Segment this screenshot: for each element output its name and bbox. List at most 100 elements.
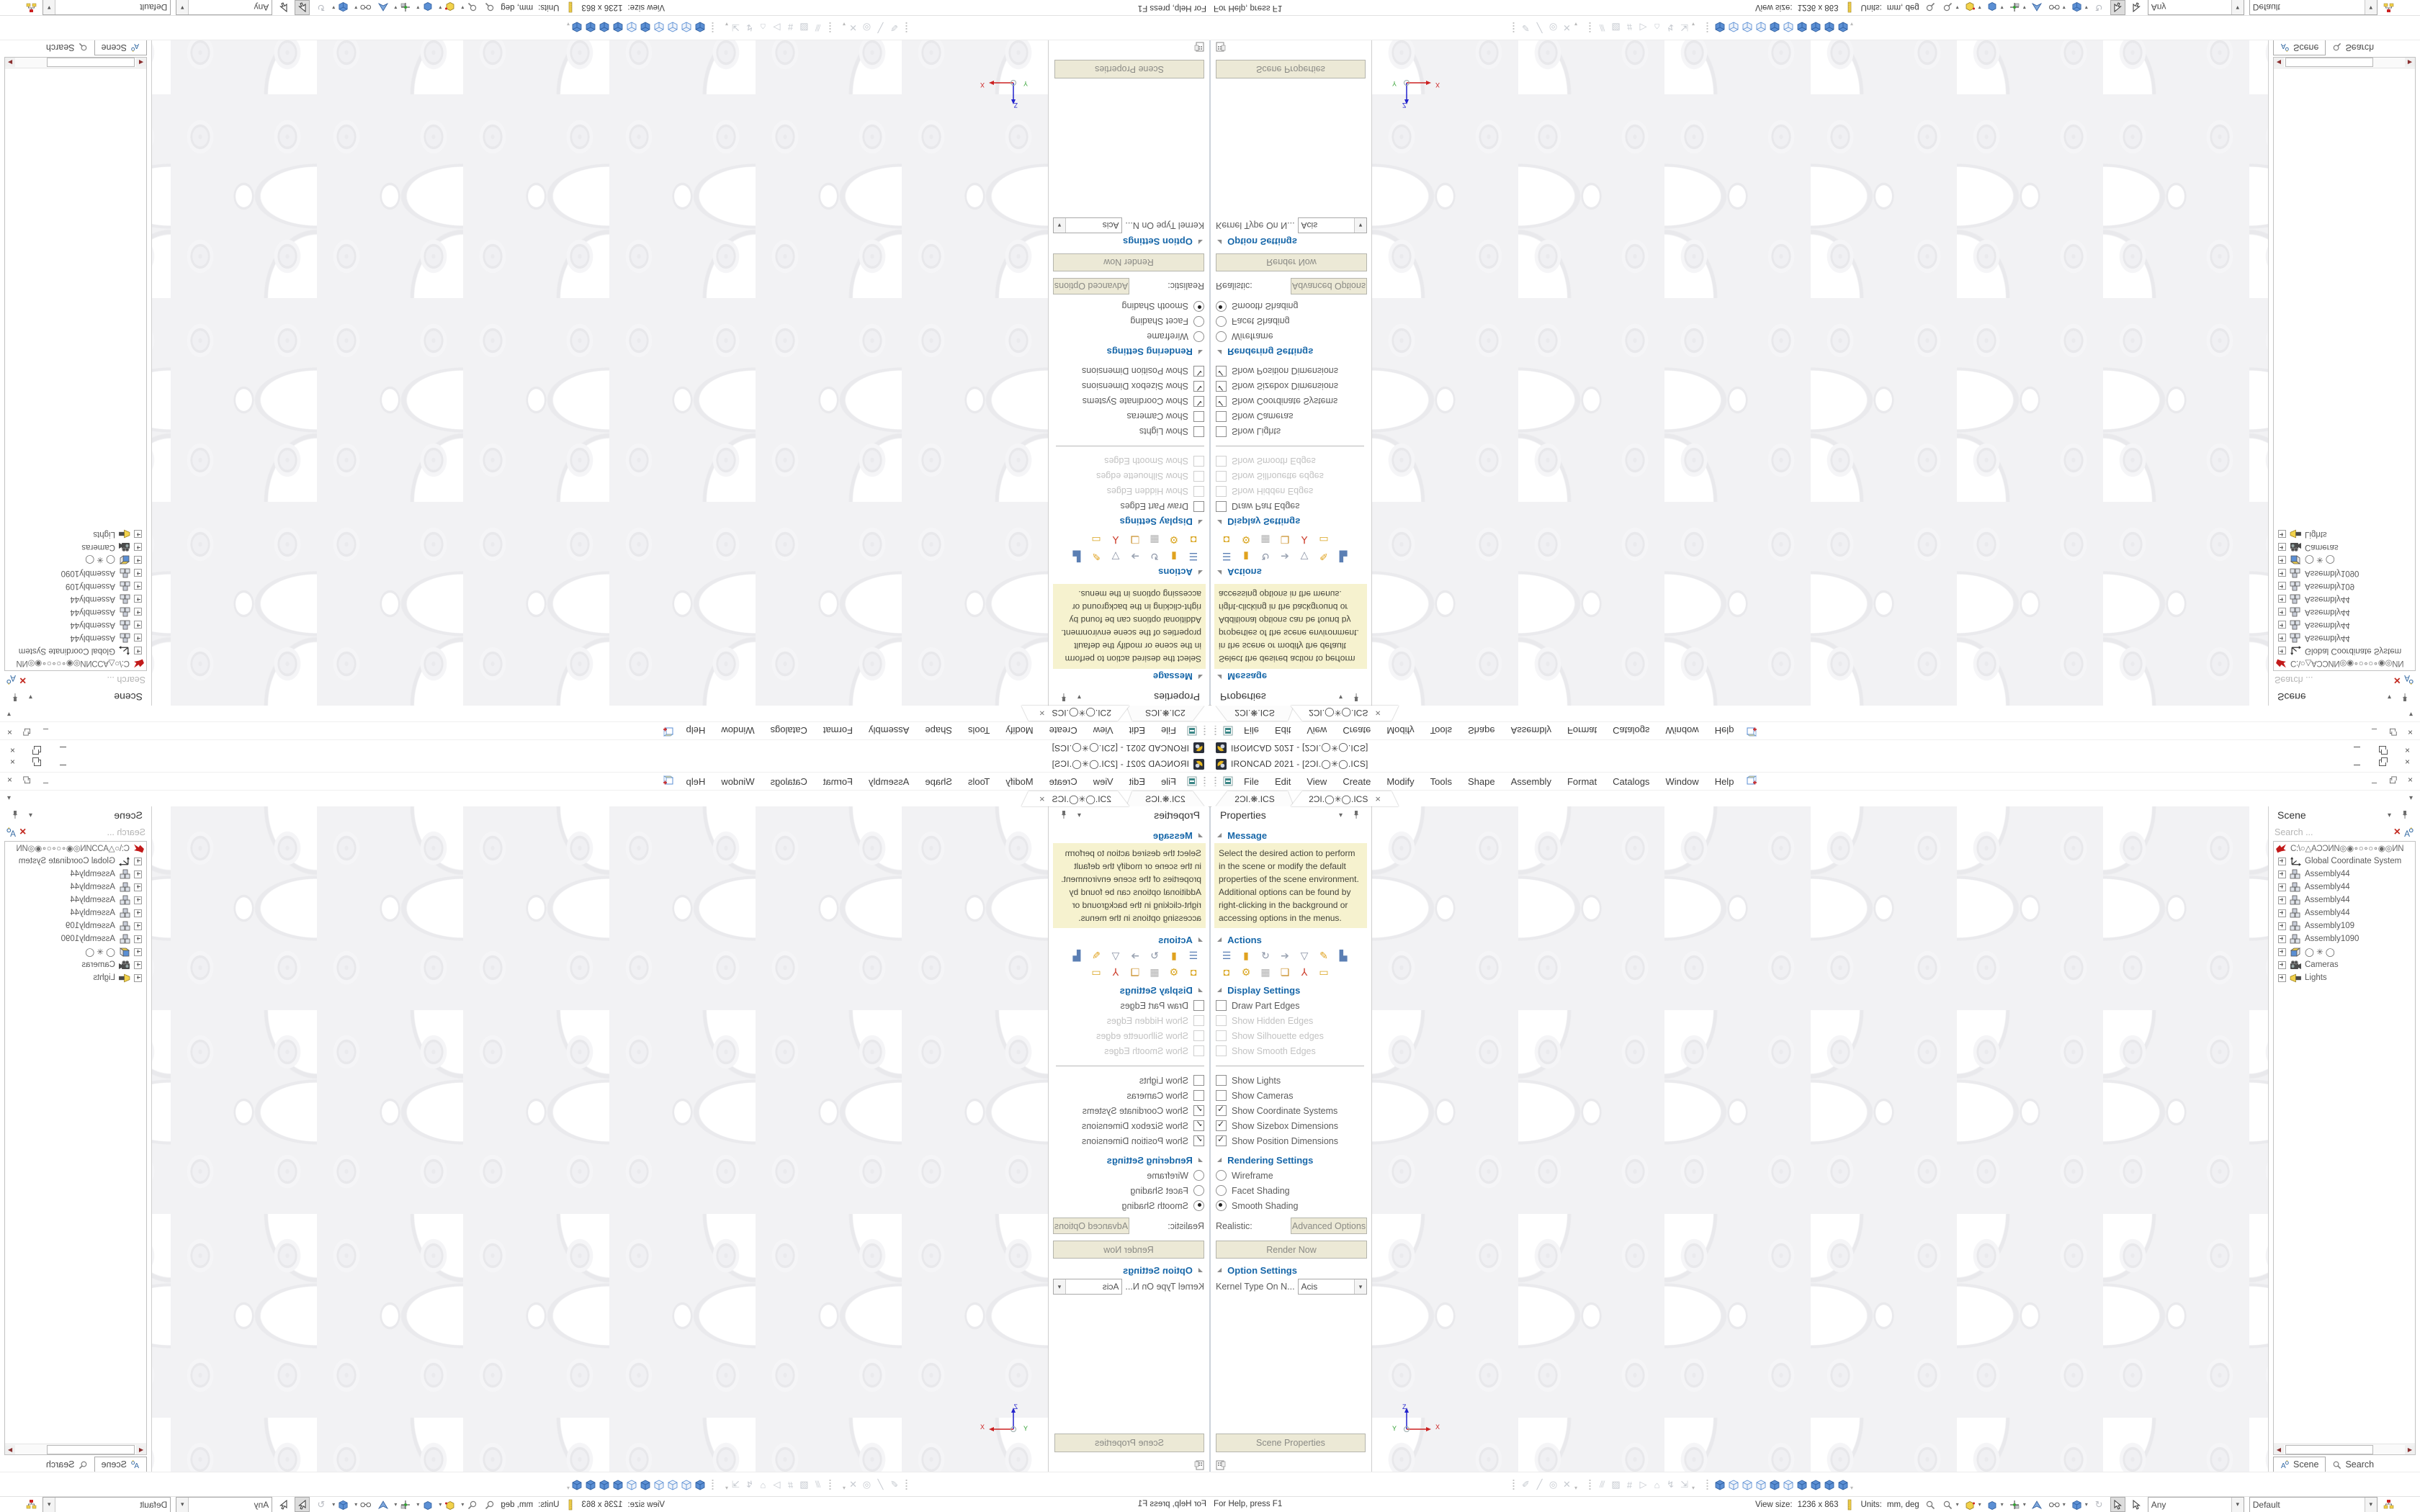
radio[interactable] xyxy=(1193,1170,1204,1181)
shaded-cube-icon[interactable] xyxy=(337,1,349,14)
expand-icon[interactable] xyxy=(134,595,142,603)
gears-icon[interactable]: ⚙ xyxy=(1169,534,1179,546)
scene-viewport[interactable]: Z X Y xyxy=(1372,40,2268,706)
radio-facet-shading[interactable]: Facet Shading xyxy=(1216,1183,1371,1198)
move-arrows-icon[interactable]: ➔ xyxy=(1131,551,1139,563)
expand-icon[interactable] xyxy=(2278,896,2286,904)
render-now-button[interactable]: Render Now xyxy=(1216,1241,1367,1259)
toolbar-overflow-icon[interactable]: ▾ xyxy=(725,1484,728,1491)
radio-smooth-shading[interactable]: Smooth Shading xyxy=(1049,299,1204,314)
checkbox-show-lights[interactable]: Show Lights xyxy=(1049,1073,1204,1088)
scene-viewport[interactable]: Z X Y xyxy=(152,40,1048,706)
chart-icon[interactable]: ▙ xyxy=(1339,551,1348,563)
extrude-icon[interactable]: ▮ xyxy=(1243,949,1249,961)
radio-facet-shading[interactable]: Facet Shading xyxy=(1216,314,1371,329)
panel-menu-icon[interactable]: ▾ xyxy=(1338,693,1343,701)
expand-icon[interactable] xyxy=(2278,935,2286,943)
tree-item-part[interactable]: ◯ ✳ ◯ xyxy=(5,945,146,958)
anchor-icon[interactable] xyxy=(2009,1,2021,14)
menu-format[interactable]: Format xyxy=(823,775,853,787)
section-actions[interactable]: ◢ Actions xyxy=(1158,567,1203,577)
select-tool-active[interactable] xyxy=(2110,0,2125,15)
sizebox-icon[interactable] xyxy=(1964,1,1976,14)
checkbox-show-position-dimensions[interactable]: Show Position Dimensions xyxy=(1049,1133,1204,1148)
expand-icon[interactable] xyxy=(134,530,142,539)
redline-icon[interactable]: ↯ xyxy=(1667,22,1675,33)
mdi-restore-button[interactable] xyxy=(24,778,31,784)
grid-icon[interactable]: # xyxy=(1626,22,1633,33)
tree-item-part[interactable]: ◯ ✳ ◯ xyxy=(2274,554,2415,567)
stack-icon[interactable]: ▭ xyxy=(1091,534,1101,546)
circle-icon[interactable]: ◎ xyxy=(1549,1479,1558,1490)
render-now-button[interactable]: Render Now xyxy=(1053,253,1204,271)
checkbox[interactable] xyxy=(1193,501,1204,512)
play-icon[interactable]: ▷ xyxy=(1639,1479,1647,1490)
right-view-icon[interactable] xyxy=(639,21,653,35)
axon-view-icon[interactable] xyxy=(598,1478,611,1492)
dropdown-arrow-icon[interactable]: ▾ xyxy=(1354,1279,1366,1294)
anchor-icon[interactable] xyxy=(399,1,411,14)
panel-selector-icon[interactable] xyxy=(1216,42,1226,52)
sketch-icon[interactable]: ✐ xyxy=(890,1479,898,1490)
mdi-restore-button[interactable] xyxy=(2389,728,2396,734)
toolbar-overflow-icon[interactable]: ▾ xyxy=(842,21,846,28)
toolbar-grip[interactable] xyxy=(1589,1479,1592,1490)
blocks-icon[interactable]: ❏ xyxy=(1130,534,1140,546)
iso-view-icon[interactable] xyxy=(694,1478,707,1492)
radio-wireframe[interactable]: Wireframe xyxy=(1049,1168,1204,1183)
panel-selector-icon[interactable] xyxy=(1194,1460,1204,1470)
dropdown-arrow-icon[interactable]: ▾ xyxy=(43,0,56,15)
tab-close-icon[interactable]: × xyxy=(1375,793,1381,804)
front-view-icon[interactable] xyxy=(680,21,694,35)
restore-button[interactable] xyxy=(2378,746,2386,752)
zoom-in-icon[interactable] xyxy=(1924,1,1937,14)
top-view-icon[interactable] xyxy=(625,1478,639,1492)
radio-wireframe[interactable]: Wireframe xyxy=(1216,1168,1371,1183)
configuration-dropdown[interactable]: Default ▾ xyxy=(42,1496,171,1512)
render-now-button[interactable]: Render Now xyxy=(1053,1241,1204,1259)
section-option-settings[interactable]: ◢ Option Settings xyxy=(1123,1265,1203,1276)
close-button[interactable]: × xyxy=(2404,745,2410,755)
dropdown-arrow-icon[interactable]: ▾ xyxy=(2062,1501,2066,1508)
scene-properties-button[interactable]: Scene Properties xyxy=(1216,60,1366,78)
radio-smooth-shading[interactable]: Smooth Shading xyxy=(1049,1198,1204,1213)
hatch-icon[interactable]: ⫻ xyxy=(815,1479,821,1490)
checkbox-show-cameras[interactable]: Show Cameras xyxy=(1049,409,1204,424)
expand-icon[interactable] xyxy=(2278,608,2286,616)
dropdown-arrow-icon[interactable]: ▾ xyxy=(394,4,398,11)
chart-icon[interactable]: ▙ xyxy=(1072,551,1081,563)
tree-item-part[interactable]: ◯ ✳ ◯ xyxy=(5,554,146,567)
checkbox[interactable] xyxy=(1193,411,1204,422)
menu-shape[interactable]: Shape xyxy=(925,725,952,737)
checkbox-checked[interactable] xyxy=(1216,1119,1227,1131)
section-actions[interactable]: ◢ Actions xyxy=(1217,935,1262,945)
front-view-icon[interactable] xyxy=(1726,21,1740,35)
stack-icon[interactable]: ▭ xyxy=(1091,966,1101,978)
pin-icon[interactable] xyxy=(12,810,19,819)
tree-item-assembly[interactable]: Assembly44 xyxy=(5,618,146,631)
tree-item-lights[interactable]: Lights xyxy=(5,528,146,541)
checkbox-show-sizebox-dimensions[interactable]: Show Sizebox Dimensions xyxy=(1216,379,1371,394)
scrollbar-thumb[interactable] xyxy=(47,1444,135,1454)
axes-icon[interactable]: ⅄ xyxy=(1301,534,1308,546)
horizontal-scrollbar[interactable]: ◀ ▶ xyxy=(5,1444,146,1454)
scroll-left-icon[interactable]: ◀ xyxy=(136,1444,146,1454)
kernel-type-dropdown[interactable]: Acis ▾ xyxy=(1297,217,1367,233)
anchor-icon[interactable] xyxy=(2009,1498,2021,1511)
tree-item-lights[interactable]: Lights xyxy=(2274,528,2415,541)
checkbox-show-sizebox-dimensions[interactable]: Show Sizebox Dimensions xyxy=(1049,379,1204,394)
stack-icon[interactable]: ▭ xyxy=(1319,534,1329,546)
mdi-restore-button[interactable] xyxy=(2389,776,2397,784)
shaded-cube-icon[interactable] xyxy=(2071,1498,2083,1511)
menu-help[interactable]: Help xyxy=(1714,725,1734,737)
gears-icon[interactable]: ⚙ xyxy=(1169,966,1179,978)
document-tab-active[interactable]: 2ƆI.◯✳◯.ICS × xyxy=(1021,706,1129,721)
tree-item-part[interactable]: ◯ ✳ ◯ xyxy=(2274,945,2415,958)
title-bar[interactable]: IRONCAD 2021 - [2ƆI.◯✳◯.ICS] × xyxy=(1210,739,2420,756)
dropdown-arrow-icon[interactable]: ▾ xyxy=(2084,1501,2088,1508)
menu-format[interactable]: Format xyxy=(823,725,853,737)
kernel-type-dropdown[interactable]: Acis ▾ xyxy=(1297,1279,1367,1295)
search-tab[interactable]: Search xyxy=(40,40,94,55)
move-arrows-icon[interactable]: ➔ xyxy=(1281,551,1289,563)
expand-icon[interactable] xyxy=(134,582,142,590)
